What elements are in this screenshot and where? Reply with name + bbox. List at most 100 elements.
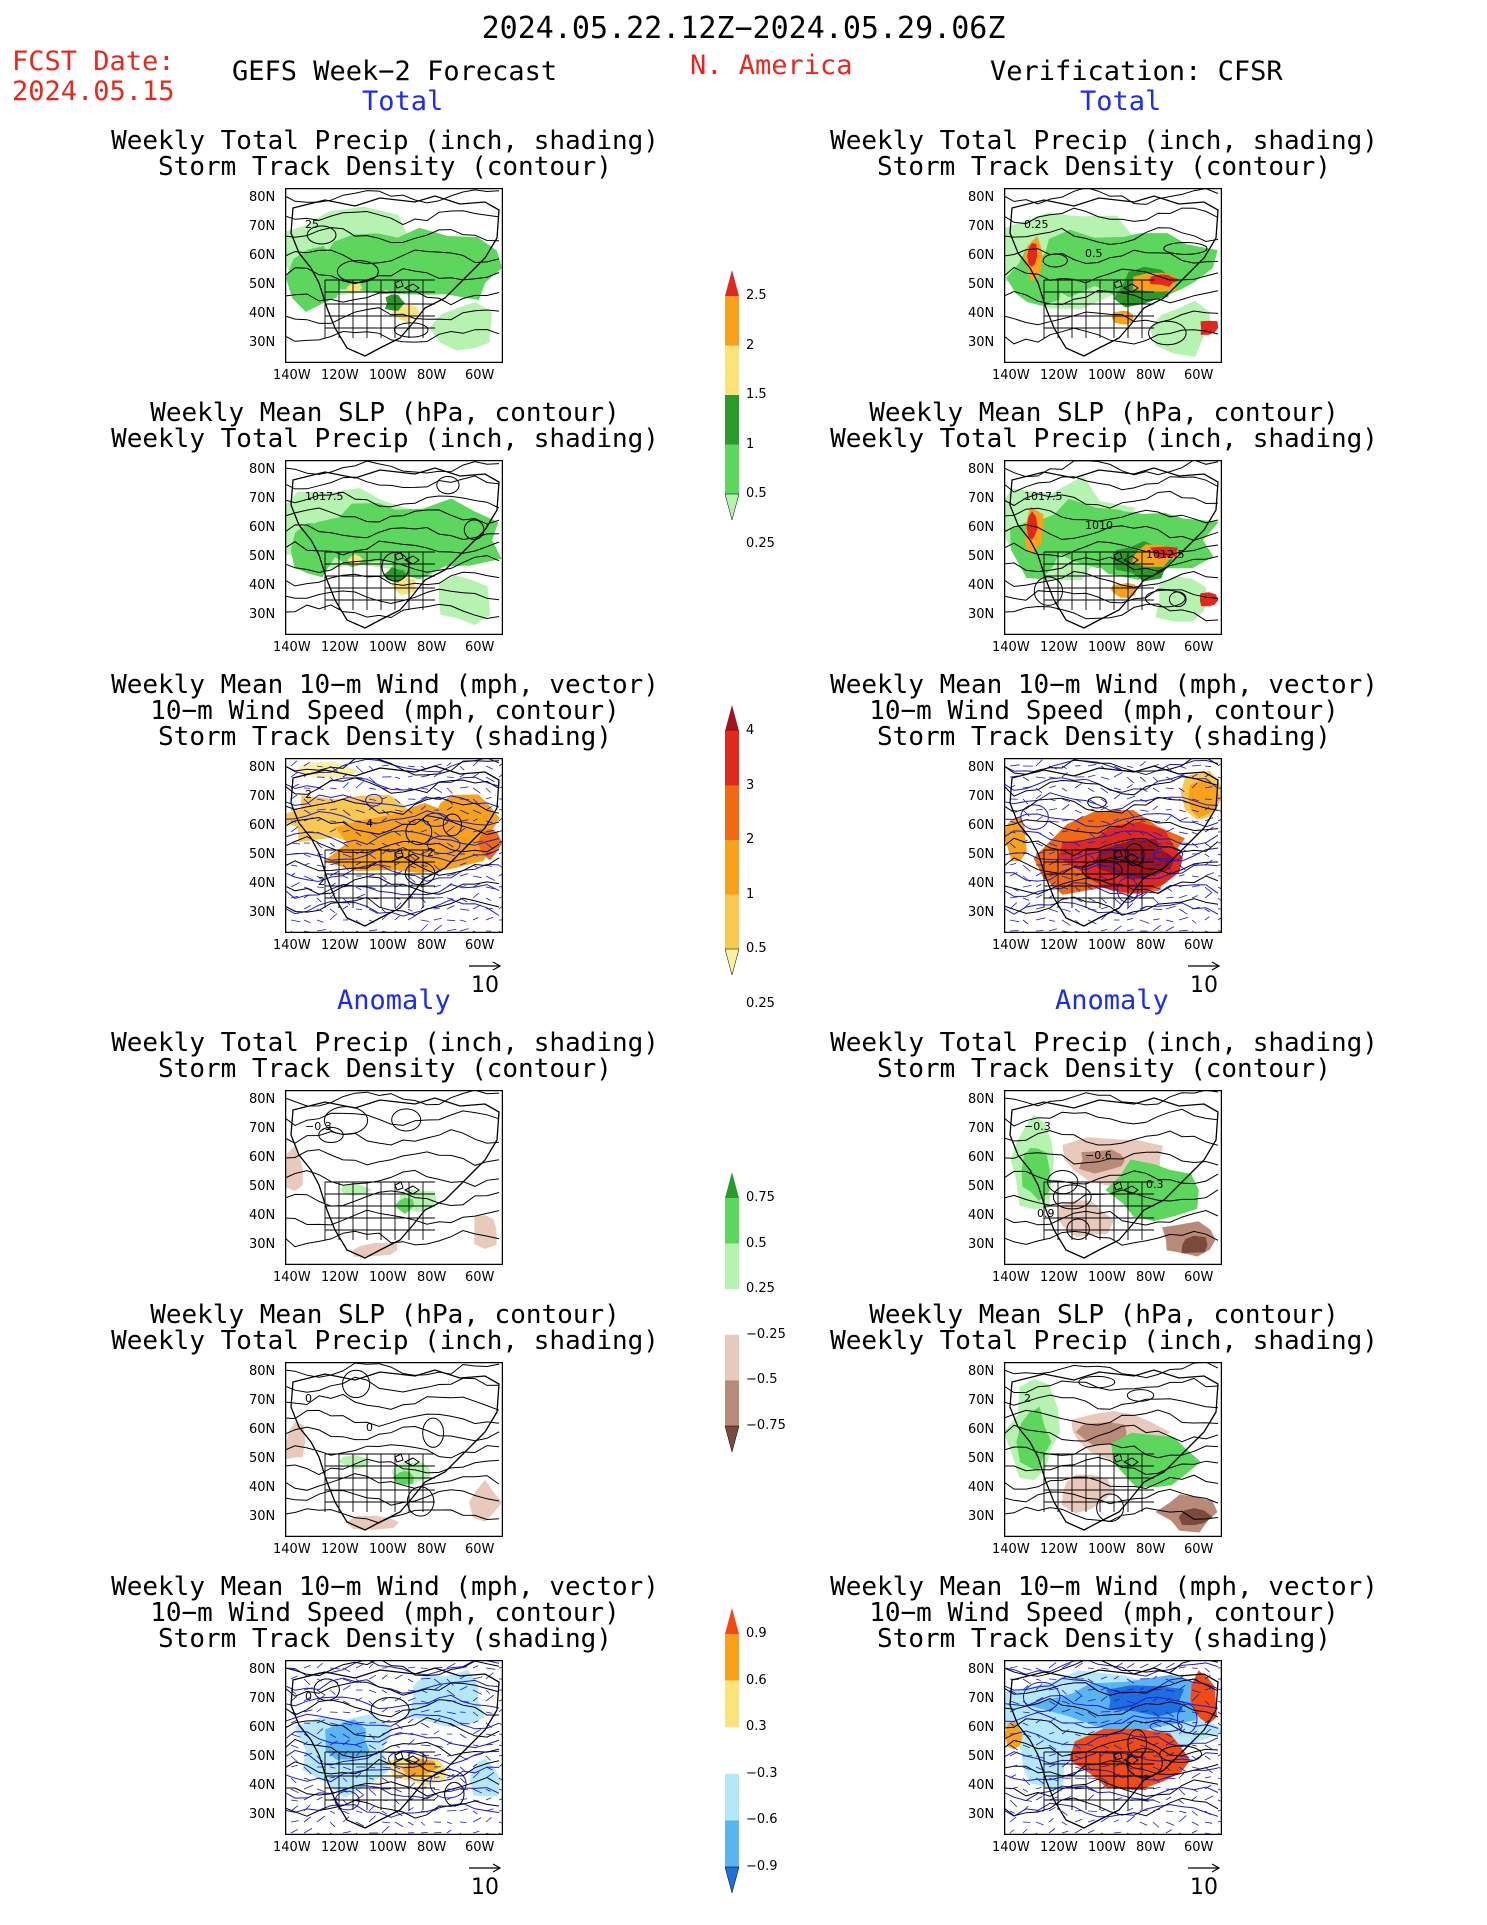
lat-label: 80N bbox=[249, 1364, 276, 1379]
lat-label: 80N bbox=[968, 760, 995, 775]
lat-label: 30N bbox=[968, 335, 995, 350]
lat-label: 80N bbox=[249, 462, 276, 477]
vector-reference-label: 10 bbox=[471, 1875, 499, 1900]
lat-label: 40N bbox=[968, 306, 995, 321]
lat-label: 70N bbox=[249, 491, 276, 506]
lat-label: 60N bbox=[968, 248, 995, 263]
lon-label: 60W bbox=[1184, 1270, 1214, 1285]
lat-label: 30N bbox=[249, 1509, 276, 1524]
lon-label: 100W bbox=[369, 1840, 407, 1855]
lat-label: 40N bbox=[249, 1778, 276, 1793]
colorbar-label: 1 bbox=[746, 436, 755, 452]
colorbar-precip_total bbox=[724, 270, 740, 521]
lat-label: 30N bbox=[968, 1509, 995, 1524]
panel-title-line: 10−m Wind Speed (mph, contour) bbox=[150, 1598, 620, 1628]
panel-title-line: Weekly Mean SLP (hPa, contour) bbox=[150, 398, 620, 428]
map-gefs-anom-wind: 0 bbox=[285, 1660, 503, 1835]
lon-label: 100W bbox=[1088, 368, 1126, 383]
lat-label: 50N bbox=[249, 1749, 276, 1764]
lat-label: 50N bbox=[968, 847, 995, 862]
fcst-label: FCST Date: bbox=[12, 46, 175, 77]
panel-title-line: Storm Track Density (shading) bbox=[877, 722, 1331, 752]
lat-label: 50N bbox=[249, 549, 276, 564]
lon-label: 120W bbox=[1040, 1840, 1078, 1855]
lat-label: 70N bbox=[968, 1121, 995, 1136]
panel-title-line: Weekly Mean SLP (hPa, contour) bbox=[869, 398, 1339, 428]
lon-label: 140W bbox=[273, 1840, 311, 1855]
lon-label: 100W bbox=[1088, 640, 1126, 655]
lat-label: 30N bbox=[249, 1807, 276, 1822]
contour-label: 0.9 bbox=[1037, 1207, 1055, 1220]
lat-label: 70N bbox=[249, 1121, 276, 1136]
map-cfsr-total-precip: 0.25 0.5 bbox=[1004, 188, 1222, 363]
lat-label: 80N bbox=[249, 190, 276, 205]
contour-label: −0.6 bbox=[1085, 1149, 1112, 1162]
lat-label: 30N bbox=[249, 335, 276, 350]
main-title: 2024.05.22.12Z−2024.05.29.06Z bbox=[481, 11, 1006, 46]
panel-title-line: Weekly Mean 10−m Wind (mph, vector) bbox=[111, 670, 659, 700]
panel-title-line: Storm Track Density (shading) bbox=[158, 1624, 612, 1654]
panel-title-line: Weekly Total Precip (inch, shading) bbox=[111, 1028, 659, 1058]
lat-label: 50N bbox=[249, 847, 276, 862]
lon-label: 80W bbox=[417, 368, 447, 383]
contour-label: 0.3 bbox=[1146, 1178, 1164, 1191]
lon-label: 140W bbox=[273, 368, 311, 383]
lon-label: 140W bbox=[992, 1542, 1030, 1557]
colorbar-label: 0.25 bbox=[746, 995, 775, 1011]
lon-label: 120W bbox=[321, 1270, 359, 1285]
contour-label: −0.3 bbox=[1024, 1120, 1051, 1133]
lat-label: 50N bbox=[968, 277, 995, 292]
lat-label: 30N bbox=[249, 1237, 276, 1252]
contour-label: 1010 bbox=[1085, 519, 1113, 532]
lat-label: 60N bbox=[968, 520, 995, 535]
lon-label: 60W bbox=[1184, 1840, 1214, 1855]
colorbar-precip_anom bbox=[724, 1172, 740, 1453]
lon-label: 60W bbox=[1184, 938, 1214, 953]
lon-label: 80W bbox=[1136, 1542, 1166, 1557]
lon-label: 60W bbox=[465, 1542, 495, 1557]
colorbar-label: 2 bbox=[746, 832, 755, 847]
lon-label: 100W bbox=[1088, 1542, 1126, 1557]
lat-label: 30N bbox=[249, 607, 276, 622]
map-cfsr-total-slp: 1017.5 1010 1012.5 bbox=[1004, 460, 1222, 635]
contour-label: 1017.5 bbox=[1024, 490, 1063, 503]
panel-title-line: Weekly Mean SLP (hPa, contour) bbox=[869, 1300, 1339, 1330]
colorbar-label: 1.5 bbox=[746, 387, 767, 402]
lon-label: 100W bbox=[369, 1542, 407, 1557]
lat-label: 70N bbox=[249, 789, 276, 804]
lon-label: 120W bbox=[1040, 1542, 1078, 1557]
panel-title-line: 10−m Wind Speed (mph, contour) bbox=[869, 696, 1339, 726]
vector-reference-arrow bbox=[469, 1863, 502, 1873]
lat-label: 40N bbox=[968, 1480, 995, 1495]
colorbar-label: 4 bbox=[746, 723, 755, 738]
lat-label: 80N bbox=[249, 760, 276, 775]
fcst-date: 2024.05.15 bbox=[12, 76, 175, 107]
contour-label: 0.25 bbox=[1024, 218, 1049, 231]
lon-label: 100W bbox=[1088, 1270, 1126, 1285]
panel-title-line: Weekly Total Precip (inch, shading) bbox=[830, 424, 1378, 454]
lat-label: 40N bbox=[249, 1480, 276, 1495]
lon-label: 60W bbox=[465, 1270, 495, 1285]
colorbar-label: −0.25 bbox=[746, 1326, 786, 1342]
panel-title-line: Weekly Mean SLP (hPa, contour) bbox=[150, 1300, 620, 1330]
colorbar-label: −0.5 bbox=[746, 1372, 778, 1388]
lat-label: 80N bbox=[968, 462, 995, 477]
lat-label: 40N bbox=[249, 306, 276, 321]
contour-label: 0 bbox=[305, 1392, 312, 1405]
panel-title-line: 10−m Wind Speed (mph, contour) bbox=[869, 1598, 1339, 1628]
lat-label: 60N bbox=[249, 248, 276, 263]
lon-label: 80W bbox=[417, 1840, 447, 1855]
lon-label: 140W bbox=[273, 938, 311, 953]
left-column-title: GEFS Week−2 Forecast bbox=[232, 56, 558, 87]
map-cfsr-anom-wind bbox=[1004, 1660, 1222, 1835]
panel-title-line: Storm Track Density (shading) bbox=[158, 722, 612, 752]
lon-label: 80W bbox=[1136, 938, 1166, 953]
colorbar-label: 1 bbox=[746, 886, 755, 902]
lat-label: 40N bbox=[968, 578, 995, 593]
contour-label: 0.5 bbox=[1085, 247, 1103, 260]
lon-label: 140W bbox=[992, 640, 1030, 655]
lon-label: 120W bbox=[321, 640, 359, 655]
lon-label: 100W bbox=[369, 640, 407, 655]
lon-label: 120W bbox=[321, 1542, 359, 1557]
lon-label: 120W bbox=[1040, 1270, 1078, 1285]
